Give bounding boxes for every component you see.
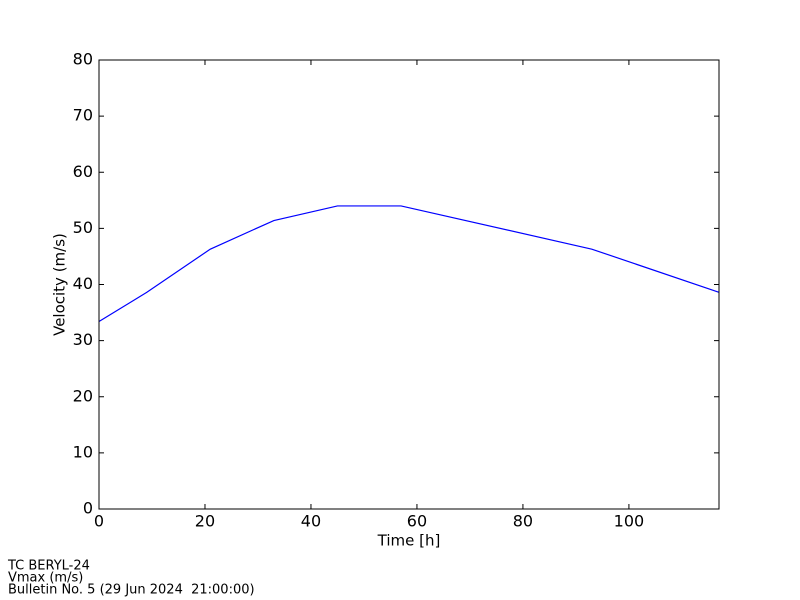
y-tick-label: 20	[73, 386, 93, 405]
x-tick-label: 80	[513, 512, 533, 531]
x-axis-label: Time [h]	[377, 532, 441, 550]
y-tick-label: 30	[73, 330, 93, 349]
y-tick-label: 80	[73, 50, 93, 69]
y-tick-label: 50	[73, 218, 93, 237]
y-tick-label: 70	[73, 106, 93, 125]
x-tick-label: 40	[301, 512, 321, 531]
y-tick-label: 40	[73, 274, 93, 293]
x-tick-label: 20	[195, 512, 215, 531]
y-tick-label: 60	[73, 162, 93, 181]
x-tick-label: 100	[614, 512, 645, 531]
annotation: TC BERYL-24	[7, 559, 90, 574]
x-tick-label: 0	[94, 512, 104, 531]
annotation: Bulletin No. 5 (29 Jun 2024 21:00:00)	[8, 583, 255, 598]
x-tick-label: 60	[407, 512, 427, 531]
plot-frame	[98, 59, 720, 510]
y-tick-label: 0	[83, 499, 93, 518]
y-tick-label: 10	[73, 442, 93, 461]
annotation: Vmax (m/s)	[8, 571, 83, 586]
y-axis-label: Velocity (m/s)	[51, 233, 69, 336]
data-line	[98, 205, 720, 323]
